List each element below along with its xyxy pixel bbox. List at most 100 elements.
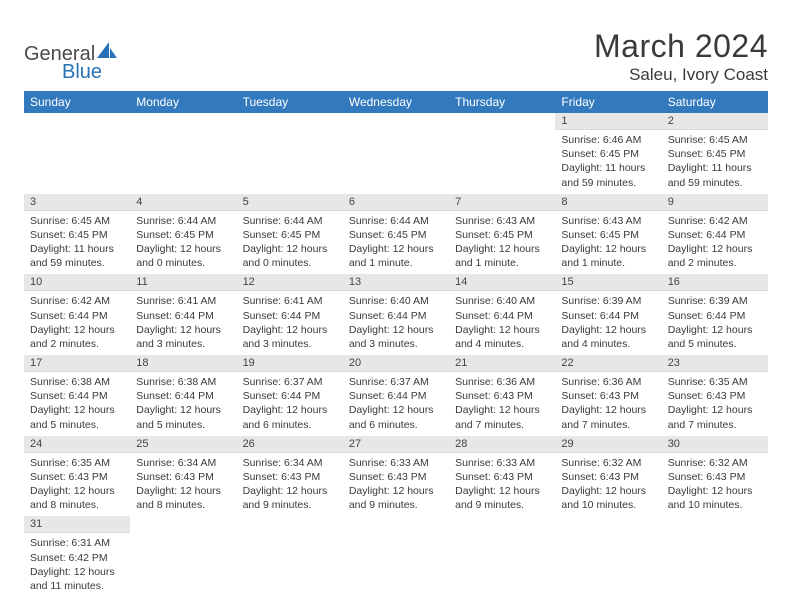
calendar-week-row: 31Sunrise: 6:31 AMSunset: 6:42 PMDayligh… xyxy=(24,516,768,597)
day-number: 8 xyxy=(555,194,661,211)
logo: General Blue xyxy=(24,28,119,81)
day-number: 18 xyxy=(130,355,236,372)
weekday-tue: Tuesday xyxy=(237,91,343,113)
day-details: Sunrise: 6:36 AMSunset: 6:43 PMDaylight:… xyxy=(449,372,555,436)
day-details: Sunrise: 6:43 AMSunset: 6:45 PMDaylight:… xyxy=(449,211,555,275)
day-number: 24 xyxy=(24,436,130,453)
calendar-day-cell: 31Sunrise: 6:31 AMSunset: 6:42 PMDayligh… xyxy=(24,516,130,597)
calendar-day-cell: 15Sunrise: 6:39 AMSunset: 6:44 PMDayligh… xyxy=(555,274,661,355)
day-details: Sunrise: 6:34 AMSunset: 6:43 PMDaylight:… xyxy=(237,453,343,517)
day-number: 13 xyxy=(343,274,449,291)
day-number: 10 xyxy=(24,274,130,291)
day-number: 3 xyxy=(24,194,130,211)
weekday-thu: Thursday xyxy=(449,91,555,113)
day-details: Sunrise: 6:37 AMSunset: 6:44 PMDaylight:… xyxy=(343,372,449,436)
weekday-mon: Monday xyxy=(130,91,236,113)
day-number: 12 xyxy=(237,274,343,291)
logo-line2: Blue xyxy=(62,61,102,83)
day-number: 31 xyxy=(24,516,130,533)
day-number: 23 xyxy=(662,355,768,372)
day-number: 1 xyxy=(555,113,661,130)
calendar-empty-cell xyxy=(449,516,555,597)
day-details: Sunrise: 6:43 AMSunset: 6:45 PMDaylight:… xyxy=(555,211,661,275)
calendar-day-cell: 3Sunrise: 6:45 AMSunset: 6:45 PMDaylight… xyxy=(24,194,130,275)
calendar-day-cell: 25Sunrise: 6:34 AMSunset: 6:43 PMDayligh… xyxy=(130,436,236,517)
day-number: 27 xyxy=(343,436,449,453)
day-details: Sunrise: 6:36 AMSunset: 6:43 PMDaylight:… xyxy=(555,372,661,436)
calendar-day-cell: 22Sunrise: 6:36 AMSunset: 6:43 PMDayligh… xyxy=(555,355,661,436)
calendar-day-cell: 4Sunrise: 6:44 AMSunset: 6:45 PMDaylight… xyxy=(130,194,236,275)
calendar-day-cell: 9Sunrise: 6:42 AMSunset: 6:44 PMDaylight… xyxy=(662,194,768,275)
calendar-day-cell: 18Sunrise: 6:38 AMSunset: 6:44 PMDayligh… xyxy=(130,355,236,436)
calendar-day-cell: 19Sunrise: 6:37 AMSunset: 6:44 PMDayligh… xyxy=(237,355,343,436)
day-details: Sunrise: 6:38 AMSunset: 6:44 PMDaylight:… xyxy=(24,372,130,436)
day-details: Sunrise: 6:44 AMSunset: 6:45 PMDaylight:… xyxy=(237,211,343,275)
calendar-day-cell: 23Sunrise: 6:35 AMSunset: 6:43 PMDayligh… xyxy=(662,355,768,436)
calendar-day-cell: 6Sunrise: 6:44 AMSunset: 6:45 PMDaylight… xyxy=(343,194,449,275)
day-details: Sunrise: 6:45 AMSunset: 6:45 PMDaylight:… xyxy=(24,211,130,275)
day-number: 30 xyxy=(662,436,768,453)
title-block: March 2024 Saleu, Ivory Coast xyxy=(594,28,768,85)
calendar-empty-cell xyxy=(130,516,236,597)
day-number: 11 xyxy=(130,274,236,291)
calendar-week-row: 1Sunrise: 6:46 AMSunset: 6:45 PMDaylight… xyxy=(24,113,768,194)
calendar-empty-cell xyxy=(662,516,768,597)
day-details: Sunrise: 6:34 AMSunset: 6:43 PMDaylight:… xyxy=(130,453,236,517)
calendar-day-cell: 14Sunrise: 6:40 AMSunset: 6:44 PMDayligh… xyxy=(449,274,555,355)
calendar-empty-cell xyxy=(343,113,449,194)
header: General Blue March 2024 Saleu, Ivory Coa… xyxy=(24,28,768,85)
day-number: 29 xyxy=(555,436,661,453)
calendar-empty-cell xyxy=(130,113,236,194)
calendar-day-cell: 28Sunrise: 6:33 AMSunset: 6:43 PMDayligh… xyxy=(449,436,555,517)
day-details: Sunrise: 6:46 AMSunset: 6:45 PMDaylight:… xyxy=(555,130,661,194)
calendar-day-cell: 10Sunrise: 6:42 AMSunset: 6:44 PMDayligh… xyxy=(24,274,130,355)
weekday-sun: Sunday xyxy=(24,91,130,113)
day-details: Sunrise: 6:42 AMSunset: 6:44 PMDaylight:… xyxy=(24,291,130,355)
day-details: Sunrise: 6:40 AMSunset: 6:44 PMDaylight:… xyxy=(343,291,449,355)
calendar-empty-cell xyxy=(237,113,343,194)
weekday-wed: Wednesday xyxy=(343,91,449,113)
day-details: Sunrise: 6:41 AMSunset: 6:44 PMDaylight:… xyxy=(237,291,343,355)
day-details: Sunrise: 6:35 AMSunset: 6:43 PMDaylight:… xyxy=(662,372,768,436)
calendar-day-cell: 21Sunrise: 6:36 AMSunset: 6:43 PMDayligh… xyxy=(449,355,555,436)
calendar-day-cell: 5Sunrise: 6:44 AMSunset: 6:45 PMDaylight… xyxy=(237,194,343,275)
calendar-day-cell: 20Sunrise: 6:37 AMSunset: 6:44 PMDayligh… xyxy=(343,355,449,436)
day-details: Sunrise: 6:37 AMSunset: 6:44 PMDaylight:… xyxy=(237,372,343,436)
day-details: Sunrise: 6:31 AMSunset: 6:42 PMDaylight:… xyxy=(24,533,130,597)
day-number: 2 xyxy=(662,113,768,130)
calendar-empty-cell xyxy=(343,516,449,597)
day-details: Sunrise: 6:33 AMSunset: 6:43 PMDaylight:… xyxy=(343,453,449,517)
calendar-week-row: 24Sunrise: 6:35 AMSunset: 6:43 PMDayligh… xyxy=(24,436,768,517)
calendar-day-cell: 30Sunrise: 6:32 AMSunset: 6:43 PMDayligh… xyxy=(662,436,768,517)
calendar-day-cell: 17Sunrise: 6:38 AMSunset: 6:44 PMDayligh… xyxy=(24,355,130,436)
calendar-weekday-header: Sunday Monday Tuesday Wednesday Thursday… xyxy=(24,91,768,113)
calendar-day-cell: 12Sunrise: 6:41 AMSunset: 6:44 PMDayligh… xyxy=(237,274,343,355)
calendar-day-cell: 1Sunrise: 6:46 AMSunset: 6:45 PMDaylight… xyxy=(555,113,661,194)
day-number: 4 xyxy=(130,194,236,211)
day-number: 25 xyxy=(130,436,236,453)
day-number: 16 xyxy=(662,274,768,291)
day-details: Sunrise: 6:45 AMSunset: 6:45 PMDaylight:… xyxy=(662,130,768,194)
day-number: 9 xyxy=(662,194,768,211)
calendar-body: 1Sunrise: 6:46 AMSunset: 6:45 PMDaylight… xyxy=(24,113,768,597)
calendar-empty-cell xyxy=(449,113,555,194)
day-number: 21 xyxy=(449,355,555,372)
calendar-day-cell: 16Sunrise: 6:39 AMSunset: 6:44 PMDayligh… xyxy=(662,274,768,355)
calendar-day-cell: 8Sunrise: 6:43 AMSunset: 6:45 PMDaylight… xyxy=(555,194,661,275)
day-number: 14 xyxy=(449,274,555,291)
calendar-day-cell: 11Sunrise: 6:41 AMSunset: 6:44 PMDayligh… xyxy=(130,274,236,355)
calendar-empty-cell xyxy=(237,516,343,597)
calendar-empty-cell xyxy=(24,113,130,194)
day-details: Sunrise: 6:32 AMSunset: 6:43 PMDaylight:… xyxy=(662,453,768,517)
day-number: 28 xyxy=(449,436,555,453)
logo-sail-icon xyxy=(97,42,119,63)
weekday-fri: Friday xyxy=(555,91,661,113)
day-details: Sunrise: 6:39 AMSunset: 6:44 PMDaylight:… xyxy=(662,291,768,355)
calendar-day-cell: 26Sunrise: 6:34 AMSunset: 6:43 PMDayligh… xyxy=(237,436,343,517)
day-details: Sunrise: 6:33 AMSunset: 6:43 PMDaylight:… xyxy=(449,453,555,517)
day-details: Sunrise: 6:42 AMSunset: 6:44 PMDaylight:… xyxy=(662,211,768,275)
calendar-day-cell: 29Sunrise: 6:32 AMSunset: 6:43 PMDayligh… xyxy=(555,436,661,517)
day-details: Sunrise: 6:44 AMSunset: 6:45 PMDaylight:… xyxy=(130,211,236,275)
day-details: Sunrise: 6:41 AMSunset: 6:44 PMDaylight:… xyxy=(130,291,236,355)
day-number: 17 xyxy=(24,355,130,372)
